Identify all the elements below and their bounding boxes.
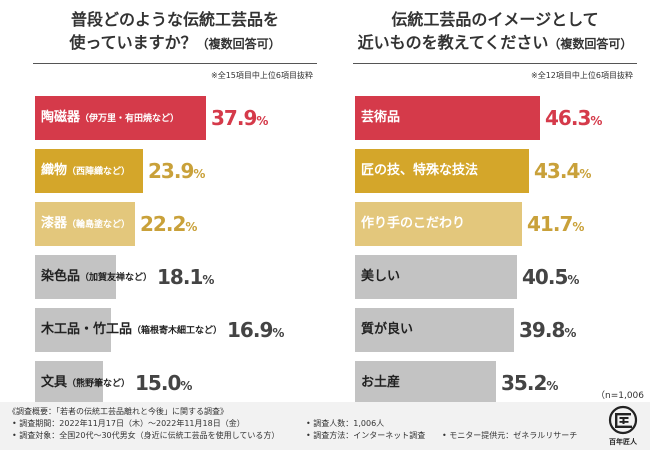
left-bars: 陶磁器（伊万里・有田焼など） 37.9% 織物（西陣織など） 23.9% 漆器（輪島塗な… [25, 0, 325, 405]
brand-logo: 百年匠人 [606, 405, 640, 447]
left-chart-panel: 普段どのような伝統工芸品を 使っていますか？（複数回答可） ※全15項目中上位6… [25, 0, 325, 405]
bar-label-1-4: 質が良い [361, 322, 414, 337]
bar-value-0-4: 16.9% [227, 318, 285, 342]
right-chart-note: ※全12項目中上位6項目抜粋 [531, 71, 633, 80]
bar-1-0 [355, 96, 540, 140]
bar-1-3 [355, 255, 517, 299]
bar-0-5 [35, 361, 103, 405]
bar-1-5 [355, 361, 496, 405]
bar-label-0-3: 染色品（加賀友禅など） [41, 269, 153, 284]
brand-logo-text: 百年匠人 [609, 438, 637, 446]
survey-period: • 調査期間：2022年11月17日（木）〜2022年11月18日（金） [12, 419, 245, 428]
bar-label-1-1: 匠の技、特殊な技法 [361, 163, 479, 178]
bar-label-1-5: お土産 [361, 375, 401, 390]
bar-label-0-0: 陶磁器（伊万里・有田焼など） [41, 110, 180, 125]
survey-method: • 調査方法：インターネット調査 [306, 431, 426, 440]
bar-value-0-5: 15.0% [135, 371, 193, 395]
bar-label-1-2: 作り手のこだわり [361, 216, 466, 231]
bar-label-1-0: 芸術品 [361, 110, 401, 125]
left-chart-note: ※全15項目中上位6項目抜粋 [211, 71, 313, 80]
survey-subjects: • 調査対象：全国20代〜30代男女（身近に伝統工芸品を使用している方） [12, 431, 280, 440]
bar-0-1 [35, 149, 143, 193]
bar-value-0-2: 22.2% [140, 212, 198, 236]
bar-label-0-2: 漆器（輪島塗など） [41, 216, 131, 231]
bar-value-1-4: 39.8% [519, 318, 577, 342]
bar-value-1-3: 40.5% [522, 265, 580, 289]
right-chart-title: 伝統工芸品のイメージとして 近いものを教えてください（複数回答可） [357, 10, 633, 52]
bar-0-2 [35, 202, 135, 246]
bar-value-1-0: 46.3% [545, 106, 603, 130]
bar-value-0-1: 23.9% [148, 159, 206, 183]
bar-label-1-3: 美しい [361, 269, 401, 284]
bar-1-4 [355, 308, 514, 352]
right-bars: 芸術品 46.3% 匠の技、特殊な技法 43.4% 作り手のこだわり 41.7% 美しい 40… [345, 0, 645, 405]
bar-0-4 [35, 308, 111, 352]
bar-label-0-1: 織物（西陣織など） [41, 163, 131, 178]
takumi-kanji-icon [608, 405, 638, 435]
survey-monitor: • モニター提供元：ゼネラルリサーチ [442, 431, 578, 440]
right-chart-panel: 伝統工芸品のイメージとして 近いものを教えてください（複数回答可） ※全12項目… [345, 0, 645, 405]
survey-footer: 《調査概要：「若者の伝統工芸品離れと今後」に関する調査》 • 調査期間：2022… [0, 402, 650, 450]
bar-value-1-2: 41.7% [527, 212, 585, 236]
bar-value-0-0: 37.9% [211, 106, 269, 130]
bar-value-1-1: 43.4% [534, 159, 592, 183]
left-title-divider [33, 63, 317, 64]
bar-value-1-5: 35.2% [501, 371, 559, 395]
survey-count: • 調査人数：1,006人 [306, 419, 385, 428]
right-title-divider [353, 63, 637, 64]
left-chart-title: 普段どのような伝統工芸品を 使っていますか？（複数回答可） [69, 10, 281, 52]
bar-label-0-4: 木工品・竹工品（箱根寄木細工など） [41, 322, 223, 337]
bar-value-0-3: 18.1% [157, 265, 215, 289]
survey-overview: 《調査概要：「若者の伝統工芸品離れと今後」に関する調査》 [8, 407, 228, 416]
bar-1-1 [355, 149, 529, 193]
bar-0-3 [35, 255, 116, 299]
bar-1-2 [355, 202, 522, 246]
bar-label-0-5: 文具（熊野筆など） [41, 375, 131, 390]
bar-0-0 [35, 96, 206, 140]
